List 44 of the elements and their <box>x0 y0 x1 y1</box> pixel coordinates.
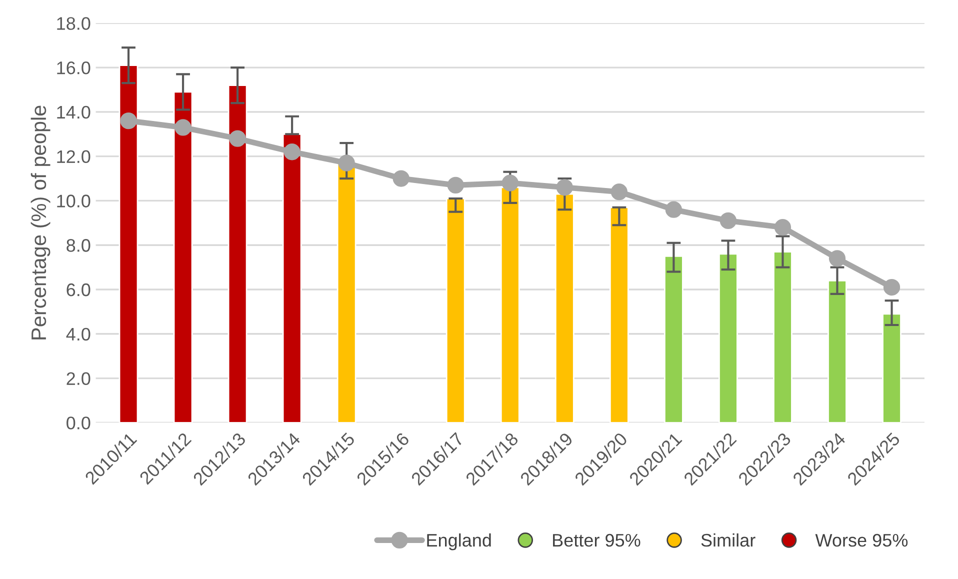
bar <box>118 64 138 423</box>
point <box>883 278 900 296</box>
legend-label: Better 95% <box>553 534 640 547</box>
point <box>720 212 737 230</box>
bar <box>228 84 248 423</box>
y-tick-label: 12.0 <box>57 150 90 164</box>
point <box>392 170 410 187</box>
bar <box>446 198 466 423</box>
y-tick-label: 2.0 <box>66 372 90 385</box>
point <box>774 219 792 236</box>
legend-label: Worse 95% <box>815 534 908 547</box>
legend-label: Similar <box>701 533 756 547</box>
point <box>284 144 300 160</box>
bar <box>882 313 902 423</box>
legend-label: England <box>427 533 491 550</box>
y-tick-label: 8.0 <box>66 239 90 252</box>
bar <box>173 91 193 423</box>
point <box>229 130 246 147</box>
y-tick-label: 10.0 <box>57 194 90 208</box>
y-tick-label: 14.0 <box>57 106 90 119</box>
bar <box>718 253 738 423</box>
point <box>610 184 628 200</box>
point <box>447 176 464 194</box>
y-tick-label: 4.0 <box>66 328 90 341</box>
point <box>828 250 846 267</box>
y-tick-label: 6.0 <box>66 283 90 296</box>
point <box>174 119 192 136</box>
point <box>502 174 518 192</box>
y-tick-label: 16.0 <box>57 61 90 74</box>
point <box>120 112 137 130</box>
bar <box>336 162 356 423</box>
bar <box>828 280 847 423</box>
y-tick-label: 18.0 <box>57 17 90 30</box>
bar <box>500 186 520 423</box>
bar <box>664 256 684 423</box>
bar <box>609 206 629 423</box>
point <box>665 201 682 218</box>
bar <box>773 251 792 423</box>
point <box>556 179 573 196</box>
bar <box>554 193 574 423</box>
bar <box>282 133 302 423</box>
y-axis-title: Percentage (%) of people <box>30 106 50 340</box>
point <box>338 154 355 172</box>
y-tick-label: 0.0 <box>66 416 90 430</box>
